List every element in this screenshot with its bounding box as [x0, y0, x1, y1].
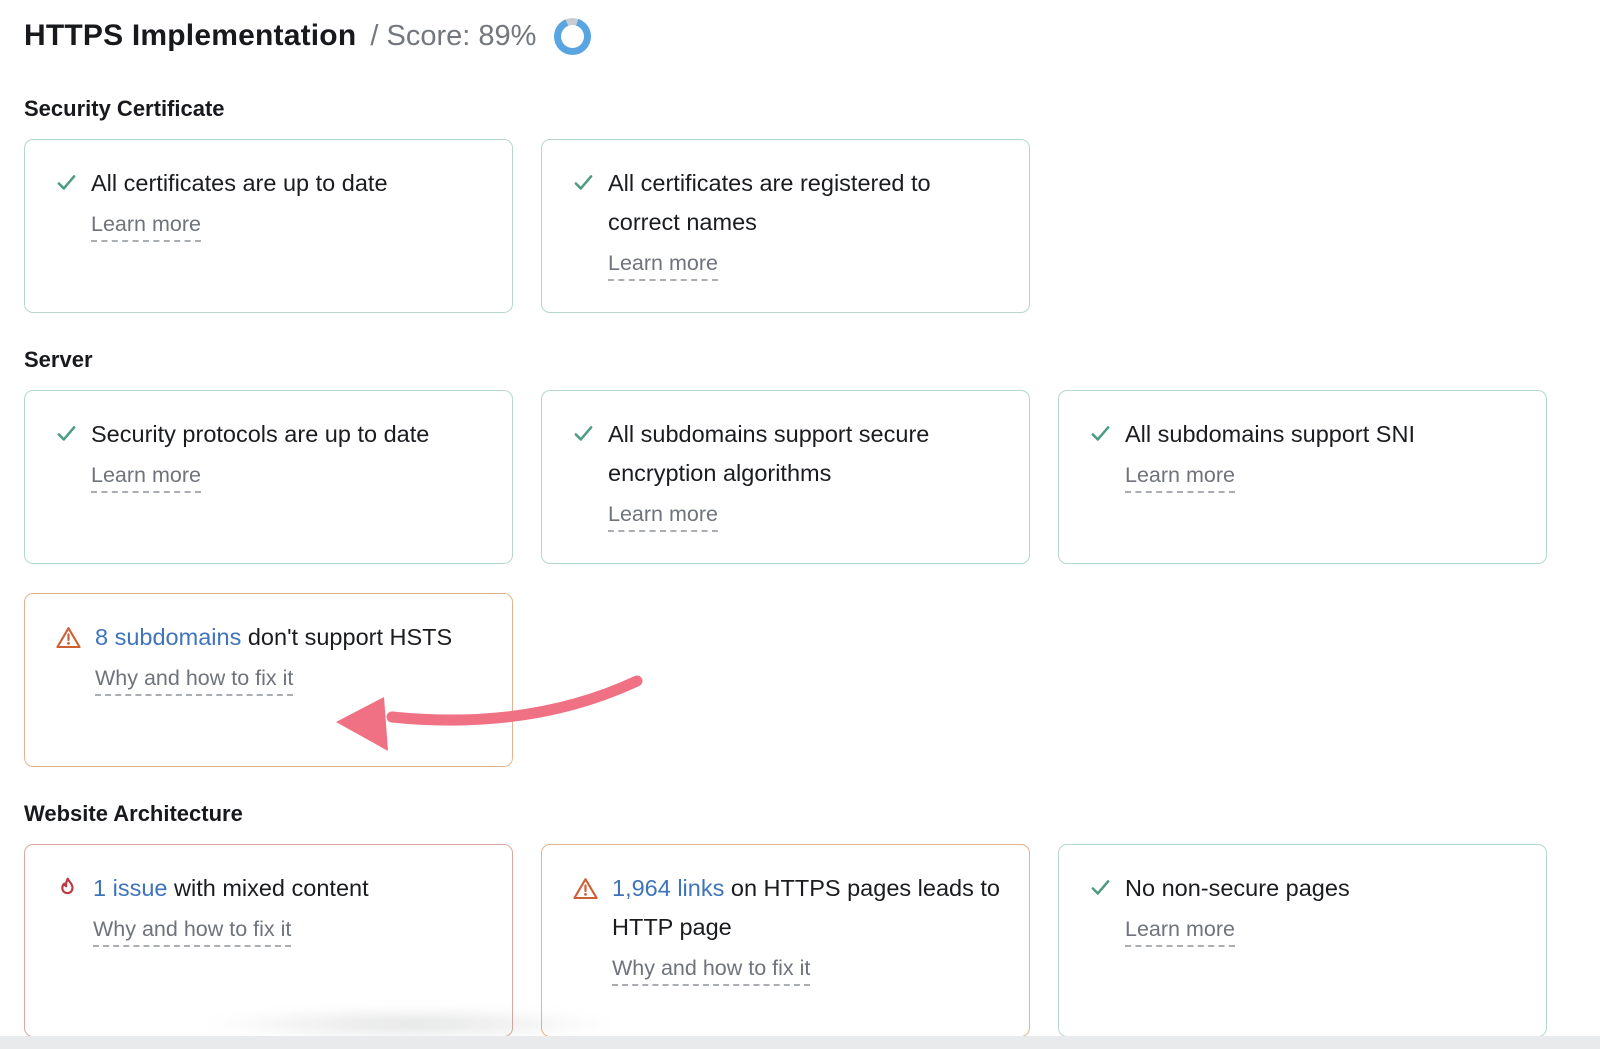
card-text-rest: with mixed content: [167, 875, 369, 901]
learn-more-link[interactable]: Learn more: [608, 502, 718, 532]
card-text: All certificates are up to date: [91, 170, 388, 196]
check-icon: [572, 422, 595, 445]
score-label: / Score: 89%: [370, 19, 537, 52]
card-text: 8 subdomains don't support HSTS: [95, 618, 452, 657]
card-security-protocols-up-to-date: Security protocols are up to date Learn …: [24, 390, 513, 564]
card-no-non-secure-pages: No non-secure pages Learn more: [1058, 844, 1547, 1037]
card-text: All certificates are registered to corre…: [608, 170, 931, 235]
card-subdomains-secure-encryption: All subdomains support secure encryption…: [541, 390, 1030, 564]
learn-more-link[interactable]: Learn more: [91, 463, 201, 493]
card-text-rest: on HTTPS pages leads to HTTP page: [612, 875, 1000, 940]
card-text: All subdomains support secure encryption…: [608, 421, 930, 486]
card-text-rest: don't support HSTS: [241, 624, 453, 650]
page-bottom-edge: [0, 1036, 1600, 1049]
score-donut-icon: [554, 17, 592, 55]
card-text: All subdomains support SNI: [1125, 421, 1415, 447]
learn-more-link[interactable]: Learn more: [608, 251, 718, 281]
flame-icon: [55, 876, 80, 901]
server-cards-row-2: 8 subdomains don't support HSTS Why and …: [24, 593, 1576, 767]
learn-more-link[interactable]: Learn more: [1125, 917, 1235, 947]
learn-more-link[interactable]: Learn more: [91, 212, 201, 242]
card-subdomains-support-sni: All subdomains support SNI Learn more: [1058, 390, 1547, 564]
section-heading-security-certificate: Security Certificate: [24, 96, 225, 121]
check-icon: [55, 422, 78, 445]
report-header: HTTPS Implementation / Score: 89%: [24, 16, 1576, 56]
card-certificates-up-to-date: All certificates are up to date Learn mo…: [24, 139, 513, 313]
card-text: 1 issue with mixed content: [93, 869, 369, 908]
check-icon: [1089, 876, 1112, 899]
section-heading-website-architecture: Website Architecture: [24, 801, 243, 826]
section-heading-server: Server: [24, 347, 93, 372]
server-cards-row-1: Security protocols are up to date Learn …: [24, 390, 1576, 564]
why-how-to-fix-link[interactable]: Why and how to fix it: [95, 666, 294, 696]
card-certificates-registered-correct-names: All certificates are registered to corre…: [541, 139, 1030, 313]
issue-count-link[interactable]: 8 subdomains: [95, 624, 242, 650]
check-icon: [1089, 422, 1112, 445]
issue-count-link[interactable]: 1,964 links: [612, 875, 725, 901]
why-how-to-fix-link[interactable]: Why and how to fix it: [93, 917, 292, 947]
page-title: HTTPS Implementation: [24, 19, 357, 52]
check-icon: [55, 171, 78, 194]
why-how-to-fix-link[interactable]: Why and how to fix it: [612, 956, 811, 986]
issue-count-link[interactable]: 1 issue: [93, 875, 168, 901]
website-architecture-cards: 1 issue with mixed content Why and how t…: [24, 844, 1576, 1037]
warning-triangle-icon: [572, 876, 599, 901]
check-icon: [572, 171, 595, 194]
card-text: 1,964 links on HTTPS pages leads to HTTP…: [612, 869, 1001, 947]
card-text: Security protocols are up to date: [91, 421, 430, 447]
security-certificate-cards: All certificates are up to date Learn mo…: [24, 139, 1576, 313]
learn-more-link[interactable]: Learn more: [1125, 463, 1235, 493]
card-subdomains-no-hsts: 8 subdomains don't support HSTS Why and …: [24, 593, 513, 767]
card-mixed-content-issue: 1 issue with mixed content Why and how t…: [24, 844, 513, 1037]
card-text: No non-secure pages: [1125, 875, 1350, 901]
card-https-links-to-http: 1,964 links on HTTPS pages leads to HTTP…: [541, 844, 1030, 1037]
warning-triangle-icon: [55, 625, 82, 650]
